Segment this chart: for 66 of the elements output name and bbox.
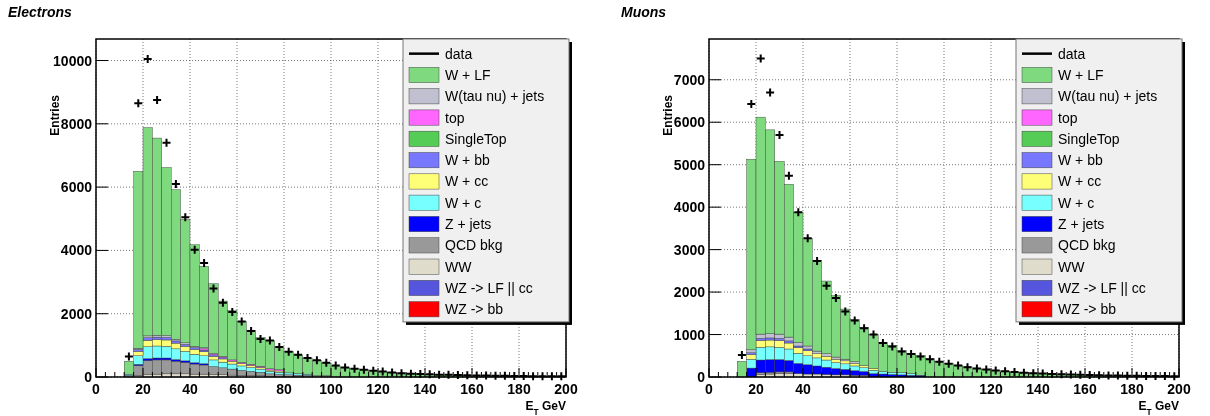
x-tick-label: 60	[229, 381, 245, 397]
legend-label: top	[1058, 109, 1078, 126]
y-axis-title: Entries	[661, 94, 675, 136]
y-tick-label: 1000	[673, 326, 706, 343]
legend-label: QCD bkg	[445, 237, 503, 254]
y-tick-label: 2000	[673, 284, 706, 301]
y-tick-label: 10000	[53, 52, 93, 69]
x-tick-label: 20	[748, 381, 764, 397]
x-tick-label: 40	[182, 381, 198, 397]
legend-label: WZ -> LF || cc	[1058, 279, 1146, 296]
legend-label: WW	[445, 258, 473, 275]
x-tick-label: 160	[460, 381, 484, 397]
legend-label: W + LF	[445, 66, 491, 83]
x-tick-label: 140	[413, 381, 437, 397]
x-tick-label: 140	[1026, 381, 1050, 397]
y-tick-label: 6000	[673, 114, 706, 131]
x-tick-label: 120	[366, 381, 390, 397]
legend-label: W(tau nu) + jets	[1058, 88, 1158, 105]
legend-label: W + cc	[445, 173, 489, 190]
y-tick-label: 5000	[673, 156, 706, 173]
chart-title: Muons	[621, 4, 667, 20]
legend-label: QCD bkg	[1058, 237, 1116, 254]
x-tick-label: 60	[842, 381, 858, 397]
legend-label: data	[1058, 45, 1086, 62]
x-tick-label: 100	[319, 381, 343, 397]
x-tick-label: 200	[1167, 381, 1191, 397]
legend-label: W + LF	[1058, 66, 1104, 83]
legend-label: W + bb	[445, 152, 490, 169]
y-axis-title: Entries	[48, 94, 62, 136]
y-tick-label: 6000	[60, 179, 93, 196]
legend-label: W(tau nu) + jets	[445, 88, 545, 105]
y-tick-label: 0	[697, 369, 706, 385]
chart-title: Electrons	[8, 4, 73, 20]
legend-label: Z + jets	[1058, 216, 1105, 233]
y-tick-label: 8000	[60, 115, 93, 132]
legend-label: SingleTop	[445, 130, 507, 147]
x-tick-label: 80	[889, 381, 905, 397]
legend-label: Z + jets	[445, 216, 492, 233]
y-tick-label: 2000	[60, 305, 93, 322]
x-axis-title: E$_{T}$ GeV	[1138, 399, 1179, 416]
legend-label: W + cc	[1058, 173, 1102, 190]
legend-label: W + bb	[1058, 152, 1103, 169]
legend-label: top	[445, 109, 465, 126]
legend-label: WZ -> bb	[445, 301, 504, 318]
x-tick-label: 180	[507, 381, 531, 397]
y-tick-label: 7000	[673, 71, 706, 88]
x-tick-label: 40	[795, 381, 811, 397]
y-tick-label: 0	[84, 369, 93, 385]
legend-label: SingleTop	[1058, 130, 1120, 147]
legend-label: data	[445, 45, 473, 62]
legend-label: WW	[1058, 258, 1086, 275]
x-tick-label: 80	[276, 381, 292, 397]
x-tick-label: 120	[979, 381, 1003, 397]
legend-label: WZ -> LF || cc	[445, 279, 533, 296]
legend-label: W + c	[445, 194, 482, 211]
legend-label: WZ -> bb	[1058, 301, 1117, 318]
y-tick-label: 4000	[60, 242, 93, 259]
legend-label: W + c	[1058, 194, 1095, 211]
y-tick-label: 4000	[673, 199, 706, 216]
x-tick-label: 100	[932, 381, 956, 397]
x-tick-label: 200	[554, 381, 578, 397]
x-axis-title: E$_{T}$ GeV	[525, 399, 566, 416]
y-tick-label: 3000	[673, 241, 706, 258]
x-tick-label: 160	[1073, 381, 1097, 397]
x-tick-label: 20	[135, 381, 151, 397]
x-tick-label: 180	[1120, 381, 1144, 397]
